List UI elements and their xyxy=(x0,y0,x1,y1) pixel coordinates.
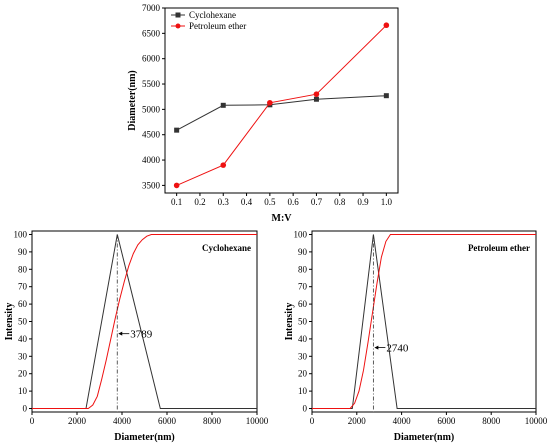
legend-marker xyxy=(175,23,181,29)
panel-label: Cyclohexane xyxy=(202,243,251,253)
y-tick-label: 4000 xyxy=(142,155,161,165)
x-tick-label: 0 xyxy=(30,416,35,426)
data-point-square xyxy=(383,93,389,99)
series-line-1 xyxy=(176,24,387,186)
plot-frame xyxy=(311,230,537,413)
x-tick-label: 4000 xyxy=(393,416,412,426)
chart-panel-1: 0 2000 4000 6000 8000 10000 0 10 20 30 40 50 60 70 80 9… xyxy=(4,229,269,443)
y-tick-label: 50 xyxy=(298,317,308,327)
x-tick-label: 8000 xyxy=(482,416,501,426)
y-tick-label: 100 xyxy=(294,229,308,239)
y-axis-title: Intensity xyxy=(284,303,295,341)
x-tick-label: 0.6 xyxy=(288,197,300,207)
x-tick-label: 10000 xyxy=(246,416,269,426)
x-tick-label: 1.0 xyxy=(381,197,393,207)
y-tick-label: 30 xyxy=(298,351,308,361)
x-tick-label: 0.4 xyxy=(241,197,253,207)
y-tick-label: 3500 xyxy=(142,180,161,190)
annotation-arrowhead xyxy=(374,345,379,350)
x-tick-label: 0.3 xyxy=(218,197,230,207)
y-tick-label: 4500 xyxy=(142,130,161,140)
y-tick-label: 5500 xyxy=(142,79,161,89)
x-tick-label: 6000 xyxy=(158,416,177,426)
data-point-circle xyxy=(383,22,390,29)
series-line-1 xyxy=(312,234,536,409)
x-tick-label: 4000 xyxy=(113,416,132,426)
y-tick-label: 90 xyxy=(18,247,28,257)
y-tick-label: 10 xyxy=(298,386,308,396)
y-tick-label: 70 xyxy=(298,282,308,292)
x-tick-label: 0.8 xyxy=(334,197,346,207)
series-line-0 xyxy=(32,234,257,409)
data-point-square xyxy=(313,96,319,102)
y-tick-label: 0 xyxy=(303,404,308,414)
x-tick-label: 0.1 xyxy=(171,197,182,207)
y-tick-label: 60 xyxy=(18,299,28,309)
y-axis-title: Diameter(nm) xyxy=(127,70,138,131)
x-axis-title: M:V xyxy=(272,213,293,224)
y-tick-label: 30 xyxy=(18,351,28,361)
data-point-circle xyxy=(220,162,227,168)
y-tick-label: 60 xyxy=(298,299,308,309)
data-point-square xyxy=(174,127,180,133)
series-line-0 xyxy=(312,234,536,409)
y-tick-label: 70 xyxy=(18,282,28,292)
y-tick-label: 50 xyxy=(18,317,28,327)
data-point-circle xyxy=(267,99,273,106)
x-tick-label: 2000 xyxy=(68,416,87,426)
x-tick-label: 8000 xyxy=(203,416,222,426)
plot-frame xyxy=(164,7,399,194)
chart-panel-0: 0.1 0.2 0.3 0.4 0.5 0.6 0.7 0.8 0.9 1.0 3500 4000 45… xyxy=(127,3,399,224)
x-tick-label: 0.7 xyxy=(311,197,323,207)
series-line-1 xyxy=(32,234,257,409)
data-point-circle xyxy=(173,182,180,189)
annotation-label: 3789 xyxy=(130,329,153,341)
y-tick-label: 40 xyxy=(18,334,28,344)
y-axis-title: Intensity xyxy=(4,303,15,341)
y-tick-label: 7000 xyxy=(142,3,161,13)
x-tick-label: 10000 xyxy=(525,416,548,426)
x-tick-label: 0 xyxy=(310,416,315,426)
y-tick-label: 6500 xyxy=(142,28,161,38)
legend-marker xyxy=(175,12,181,18)
annotation-arrowhead xyxy=(118,331,123,336)
x-tick-label: 2000 xyxy=(348,416,367,426)
data-point-circle xyxy=(313,91,320,97)
y-tick-label: 10 xyxy=(18,386,28,396)
x-tick-label: 0.5 xyxy=(264,197,276,207)
x-tick-label: 0.9 xyxy=(357,197,369,207)
x-axis-title: Diameter(nm) xyxy=(394,432,455,443)
x-tick-label: 0.2 xyxy=(194,197,205,207)
y-tick-label: 0 xyxy=(23,404,28,414)
y-tick-label: 20 xyxy=(18,369,28,379)
chart-panel-2: 0 2000 4000 6000 8000 10000 0 10 20 30 40 50 60 70 80 9… xyxy=(284,229,548,443)
plot-frame xyxy=(31,230,258,413)
y-tick-label: 90 xyxy=(298,247,308,257)
data-point-square xyxy=(220,102,226,108)
y-tick-label: 20 xyxy=(298,369,308,379)
y-tick-label: 40 xyxy=(298,334,308,344)
x-axis-title: Diameter(nm) xyxy=(114,432,175,443)
legend-label: Petroleum ether xyxy=(189,21,246,31)
x-tick-label: 6000 xyxy=(437,416,456,426)
y-tick-label: 100 xyxy=(14,229,28,239)
panel-label: Petroleum ether xyxy=(468,243,530,253)
legend-label: Cyclohexane xyxy=(189,10,236,20)
y-tick-label: 80 xyxy=(18,264,28,274)
y-tick-label: 5000 xyxy=(142,104,161,114)
annotation-label: 2740 xyxy=(386,343,409,355)
y-tick-label: 80 xyxy=(298,264,308,274)
y-tick-label: 6000 xyxy=(142,54,161,64)
